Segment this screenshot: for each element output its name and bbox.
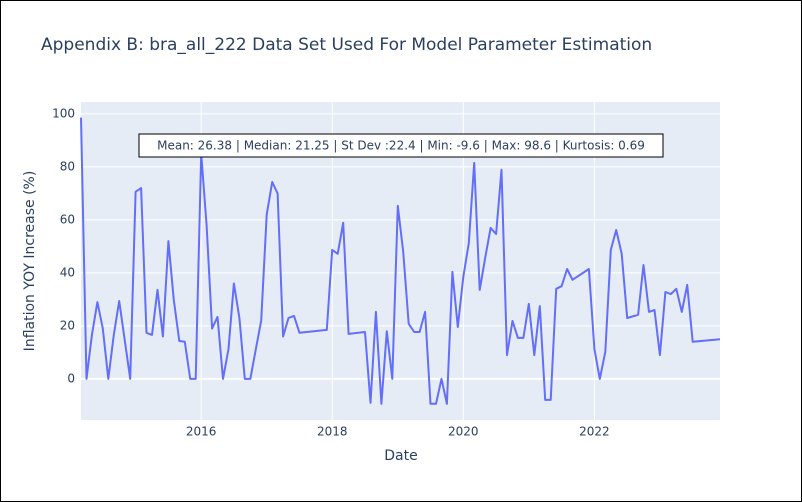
data-line xyxy=(80,117,721,405)
x-tick-label: 2016 xyxy=(186,425,217,439)
y-tick-label: 20 xyxy=(60,318,75,332)
y-axis-label: Inflation YOY Increase (%) xyxy=(22,171,38,352)
x-tick-label: 2020 xyxy=(448,425,479,439)
y-tick-label: 100 xyxy=(52,106,75,120)
y-tick-label: 80 xyxy=(60,159,75,173)
x-axis-label: Date xyxy=(384,448,417,464)
y-tick-label: 0 xyxy=(67,371,75,385)
y-tick-label: 60 xyxy=(60,212,75,226)
x-tick-label: 2022 xyxy=(579,425,610,439)
chart-title: Appendix B: bra_all_222 Data Set Used Fo… xyxy=(41,35,652,55)
annotation-box xyxy=(138,133,664,158)
y-tick-label: 40 xyxy=(60,265,75,279)
annotation: Mean: 26.38 | Median: 21.25 | St Dev :22… xyxy=(157,139,645,153)
x-tick-label: 2018 xyxy=(317,425,348,439)
